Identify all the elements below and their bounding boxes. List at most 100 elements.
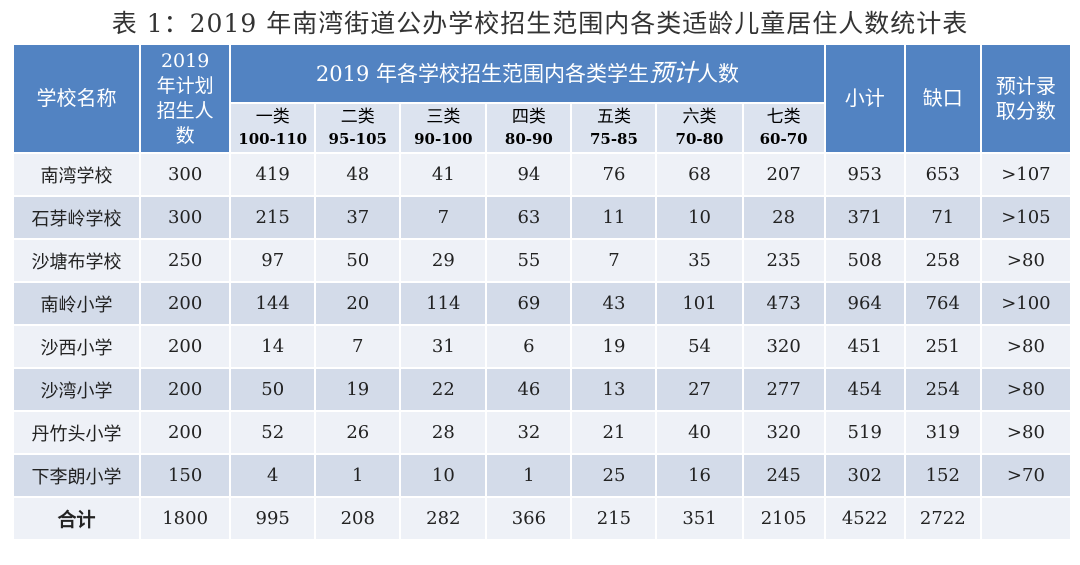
subtotal-cell: 454 <box>825 369 904 410</box>
score-cell: >70 <box>981 455 1070 496</box>
category-count-cell: 282 <box>401 498 486 539</box>
category-count-cell: 4 <box>231 455 315 496</box>
score-cell: >80 <box>981 326 1070 367</box>
category-count-cell: 6 <box>487 326 571 367</box>
category-count-cell: 235 <box>743 240 824 281</box>
school-name-cell: 丹竹头小学 <box>14 412 140 453</box>
category-count-cell: 68 <box>657 154 742 195</box>
school-name-cell: 合计 <box>14 498 140 539</box>
header-school-name: 学校名称 <box>14 45 140 152</box>
category-name: 六类 <box>682 107 717 127</box>
header-category: 六类 70-80 <box>657 104 742 152</box>
subtotal-cell: 508 <box>825 240 904 281</box>
category-count-cell: 7 <box>401 197 486 238</box>
category-count-cell: 1 <box>487 455 571 496</box>
category-count-cell: 54 <box>657 326 742 367</box>
subtotal-cell: 4522 <box>825 498 904 539</box>
category-count-cell: 101 <box>657 283 742 324</box>
header-category: 五类 75-85 <box>572 104 656 152</box>
subtotal-cell: 371 <box>825 197 904 238</box>
school-name-cell: 沙塘布学校 <box>14 240 140 281</box>
plan-cell: 300 <box>141 197 230 238</box>
category-count-cell: 277 <box>743 369 824 410</box>
header-category: 四类 80-90 <box>487 104 571 152</box>
plan-cell: 250 <box>141 240 230 281</box>
school-name-cell: 沙湾小学 <box>14 369 140 410</box>
school-name-cell: 石芽岭学校 <box>14 197 140 238</box>
category-count-cell: 215 <box>572 498 656 539</box>
header-group-suffix: 人数 <box>697 61 739 86</box>
category-count-cell: 207 <box>743 154 824 195</box>
category-count-cell: 114 <box>401 283 486 324</box>
category-count-cell: 76 <box>572 154 656 195</box>
category-count-cell: 32 <box>487 412 571 453</box>
subtotal-cell: 519 <box>825 412 904 453</box>
header-subtotal: 小计 <box>825 45 904 152</box>
category-count-cell: 20 <box>316 283 400 324</box>
gap-cell: 319 <box>905 412 980 453</box>
category-count-cell: 41 <box>401 154 486 195</box>
category-count-cell: 50 <box>231 369 315 410</box>
header-score: 预计录取分数 <box>981 45 1070 152</box>
header-category: 一类 100-110 <box>231 104 315 152</box>
plan-cell: 300 <box>141 154 230 195</box>
plan-cell: 200 <box>141 283 230 324</box>
category-count-cell: 52 <box>231 412 315 453</box>
table-row: 南岭小学 200 144 20 114 69 43 101 473 964 764 >100 <box>14 283 1070 324</box>
school-name-cell: 南湾学校 <box>14 154 140 195</box>
category-count-cell: 43 <box>572 283 656 324</box>
enrollment-table: 学校名称 2019 年计划招生人数 2019 年各学校招生范围内各类学生预计人数… <box>12 43 1072 541</box>
score-cell: >107 <box>981 154 1070 195</box>
gap-cell: 258 <box>905 240 980 281</box>
category-count-cell: 144 <box>231 283 315 324</box>
category-count-cell: 94 <box>487 154 571 195</box>
header-group-italic: 预计 <box>649 58 697 87</box>
category-range: 80-90 <box>504 130 553 148</box>
category-count-cell: 473 <box>743 283 824 324</box>
header-category: 七类 60-70 <box>743 104 824 152</box>
total-row: 合计 1800 995 208 282 366 215 351 2105 4522 2722 <box>14 498 1070 539</box>
category-name: 一类 <box>255 107 290 127</box>
score-cell <box>981 498 1070 539</box>
category-name: 四类 <box>511 107 546 127</box>
header-category: 三类 90-100 <box>401 104 486 152</box>
header-group-prefix: 2019 年各学校招生范围内各类学生 <box>315 61 649 86</box>
table-title: 表 1：2019 年南湾街道公办学校招生范围内各类适龄儿童居住人数统计表 <box>111 9 969 38</box>
category-name: 二类 <box>340 107 375 127</box>
category-count-cell: 320 <box>743 412 824 453</box>
category-count-cell: 69 <box>487 283 571 324</box>
category-count-cell: 55 <box>487 240 571 281</box>
plan-cell: 200 <box>141 369 230 410</box>
category-count-cell: 40 <box>657 412 742 453</box>
category-count-cell: 14 <box>231 326 315 367</box>
school-name-cell: 下李朗小学 <box>14 455 140 496</box>
category-count-cell: 31 <box>401 326 486 367</box>
category-count-cell: 26 <box>316 412 400 453</box>
category-count-cell: 46 <box>487 369 571 410</box>
score-cell: >100 <box>981 283 1070 324</box>
category-count-cell: 995 <box>231 498 315 539</box>
category-count-cell: 10 <box>657 197 742 238</box>
category-name: 七类 <box>766 107 801 127</box>
header-plan: 2019 年计划招生人数 <box>141 45 230 152</box>
category-count-cell: 1 <box>316 455 400 496</box>
category-count-cell: 28 <box>743 197 824 238</box>
category-count-cell: 27 <box>657 369 742 410</box>
category-count-cell: 11 <box>572 197 656 238</box>
category-count-cell: 2105 <box>743 498 824 539</box>
category-count-cell: 13 <box>572 369 656 410</box>
table-row: 沙西小学 200 14 7 31 6 19 54 320 451 251 >80 <box>14 326 1070 367</box>
category-range: 75-85 <box>589 130 638 148</box>
gap-cell: 254 <box>905 369 980 410</box>
subtotal-cell: 964 <box>825 283 904 324</box>
category-count-cell: 37 <box>316 197 400 238</box>
category-count-cell: 19 <box>572 326 656 367</box>
category-range: 90-100 <box>414 130 473 148</box>
category-count-cell: 7 <box>572 240 656 281</box>
header-category: 二类 95-105 <box>316 104 400 152</box>
plan-cell: 200 <box>141 412 230 453</box>
gap-cell: 2722 <box>905 498 980 539</box>
category-count-cell: 351 <box>657 498 742 539</box>
category-count-cell: 320 <box>743 326 824 367</box>
score-cell: >80 <box>981 369 1070 410</box>
